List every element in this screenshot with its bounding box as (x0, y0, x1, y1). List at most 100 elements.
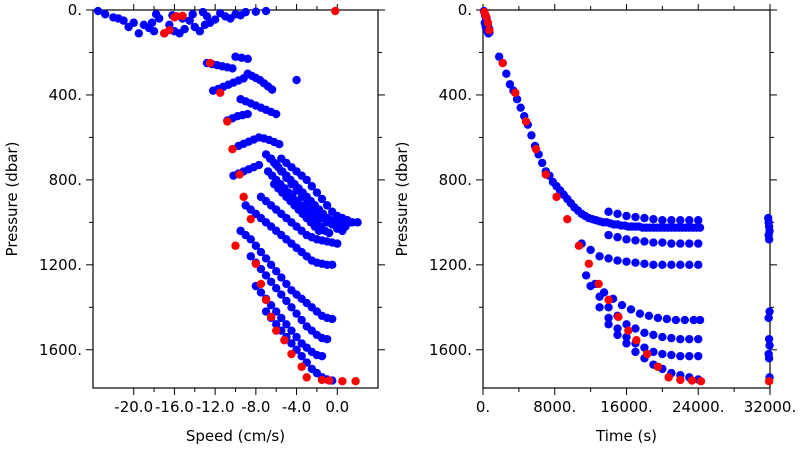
data-point (185, 16, 194, 25)
time-pressure-panel: 0. 8000. 16000. 24000. 32000. 0. 400. 800. 1200.… (393, 1, 796, 445)
data-point (210, 15, 220, 24)
data-point (256, 247, 266, 257)
data-point (147, 18, 157, 27)
data-point (282, 320, 291, 329)
x-tick-label: -16.0 (155, 398, 194, 416)
data-point (502, 69, 511, 78)
data-point (261, 295, 271, 305)
data-point (101, 10, 110, 19)
data-point (331, 6, 340, 16)
data-point (481, 12, 491, 21)
data-point (695, 223, 705, 232)
data-point (114, 14, 123, 23)
data-point (205, 58, 215, 68)
data-point (626, 305, 636, 314)
data-point (667, 260, 676, 270)
data-point (631, 324, 640, 333)
time-pressure-x-axis-label: Time (s) (595, 427, 657, 445)
data-point (613, 209, 622, 219)
data-point (93, 6, 103, 16)
data-point (302, 199, 311, 208)
data-point (297, 362, 306, 371)
data-point (287, 326, 296, 335)
data-point (134, 29, 144, 38)
data-point (223, 117, 232, 126)
data-point (261, 307, 271, 316)
data-point (353, 218, 362, 227)
data-point (631, 236, 640, 245)
data-point (685, 334, 694, 344)
data-point (239, 192, 248, 202)
x-tick-label: 32000. (744, 398, 797, 416)
data-point (676, 260, 685, 270)
data-point (658, 216, 667, 225)
x-tick-label: 8000. (533, 398, 576, 416)
data-point (251, 259, 261, 268)
y-tick-label: 1200. (429, 256, 472, 274)
data-point (667, 350, 676, 360)
speed-pressure-x-axis-label: Speed (cm/s) (186, 427, 285, 445)
data-point (689, 315, 698, 325)
data-point (595, 252, 604, 261)
data-point (764, 334, 774, 344)
series-1 (480, 7, 774, 386)
data-point (604, 295, 613, 305)
data-point (642, 349, 652, 359)
data-point (667, 333, 676, 343)
data-point (351, 377, 360, 386)
data-point (563, 214, 572, 224)
data-point (687, 376, 697, 385)
data-point (228, 144, 237, 154)
data-point (261, 254, 271, 263)
data-point (246, 214, 255, 224)
data-point (287, 339, 296, 348)
data-point (696, 377, 706, 386)
data-point (312, 188, 322, 197)
data-point (277, 290, 286, 299)
data-point (631, 258, 640, 267)
data-point (622, 257, 631, 266)
data-point (261, 6, 271, 16)
x-tick-label: 24000. (672, 398, 725, 416)
data-point (694, 239, 703, 248)
data-point (765, 307, 774, 316)
data-point (266, 300, 276, 310)
data-point (483, 18, 493, 27)
data-point (297, 192, 306, 202)
data-point (505, 80, 515, 89)
data-point (664, 373, 673, 382)
x-tick-label: 0. (476, 398, 490, 416)
data-point (649, 330, 658, 340)
data-point (198, 7, 208, 17)
data-point (624, 326, 633, 335)
data-point (764, 354, 774, 363)
y-tick-label: 0. (68, 1, 82, 19)
data-point (272, 267, 281, 276)
data-point (254, 160, 264, 170)
data-point (272, 326, 281, 335)
data-point (622, 235, 631, 244)
data-point (338, 226, 347, 236)
data-point (266, 312, 276, 322)
data-point (622, 320, 631, 329)
data-point (175, 29, 184, 38)
data-point (188, 10, 197, 19)
data-point (622, 211, 631, 221)
x-tick-label: -12.0 (196, 398, 235, 416)
data-point (649, 238, 658, 247)
data-point (297, 315, 306, 325)
data-point (521, 117, 531, 126)
data-point (635, 309, 645, 318)
data-point (595, 292, 604, 301)
data-point (272, 307, 281, 316)
data-point (574, 241, 584, 250)
data-point (694, 260, 703, 270)
data-point (680, 315, 689, 325)
data-point (649, 260, 658, 270)
data-point (527, 131, 536, 140)
data-point (324, 376, 334, 385)
data-point (662, 314, 672, 324)
data-point (272, 320, 281, 329)
data-point (272, 109, 281, 119)
